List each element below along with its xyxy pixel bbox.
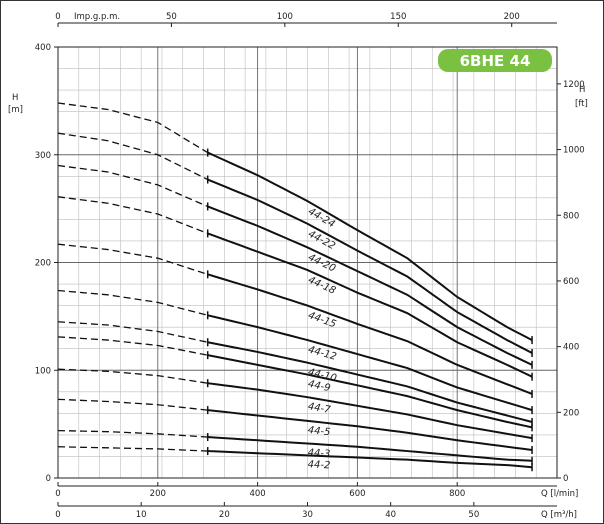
series-line-solid [207, 273, 533, 395]
series-line-dashed [57, 243, 208, 275]
series-label: 44-9 [307, 379, 332, 395]
right-axis-tick-label: 600 [563, 277, 579, 287]
top-axis-tick-label: 50 [166, 12, 177, 22]
left-axis-unit: [m] [8, 105, 23, 115]
series-label: 44-3 [307, 448, 330, 460]
series-line-solid [207, 341, 533, 423]
series-line-solid [207, 450, 533, 469]
bottom-axis-1-tick-label: 200 [150, 489, 166, 499]
series-line-dashed [57, 164, 208, 208]
series-line-solid [207, 151, 533, 341]
series-line-solid [207, 409, 533, 451]
top-axis-tick-label: 0 [55, 12, 60, 22]
right-axis-tick-label: 400 [563, 343, 579, 353]
series-line-dashed [57, 429, 208, 438]
series-line-dashed [57, 446, 208, 452]
series-label: 44-7 [307, 401, 332, 416]
right-axis-tick-label: 0 [563, 474, 568, 484]
badge-background [438, 49, 552, 72]
series-line-solid [207, 436, 533, 462]
bottom-axis-2-tick-label: 0 [55, 510, 60, 520]
left-axis-tick-label: 400 [35, 43, 51, 53]
series-line-dashed [57, 132, 208, 181]
series-line-dashed [57, 398, 208, 411]
series-label: 44-5 [307, 425, 331, 438]
series-label: 44-2 [307, 459, 330, 471]
series-line-solid [207, 232, 533, 378]
top-axis-tick-label: 200 [504, 12, 520, 22]
left-axis-title: H [12, 93, 18, 103]
bottom-axis-1-tick-label: 800 [449, 489, 465, 499]
bottom-axis-1-tick-label: 600 [349, 489, 365, 499]
series-line-dashed [57, 368, 208, 384]
right-axis-tick-label: 800 [563, 211, 579, 221]
left-axis-tick-label: 100 [35, 366, 51, 376]
series-line-solid [207, 354, 533, 429]
top-axis-tick-label: 150 [390, 12, 406, 22]
series-line-dashed [57, 321, 208, 343]
bottom-axis-2-tick-label: 50 [468, 510, 479, 520]
badge: 6BHE 44 [438, 49, 552, 72]
series-line-dashed [57, 289, 208, 316]
axes-layer: 0100200300400H[m]020040060080010001200H[… [8, 12, 588, 520]
series-line-solid [207, 205, 533, 366]
right-axis-tick-label: 1000 [563, 146, 585, 156]
left-axis-tick-label: 0 [46, 474, 51, 484]
bottom-axis-2-tick-label: 20 [219, 510, 230, 520]
right-axis-tick-label: 1200 [563, 80, 585, 90]
bottom-axis-2-tick-label: 10 [136, 510, 147, 520]
right-axis-tick-label: 200 [563, 408, 579, 418]
left-axis-tick-label: 200 [35, 259, 51, 269]
bottom-axis-1-tick-label: 400 [249, 489, 265, 499]
bottom-axis-2-title: Q [m³/h] [541, 510, 577, 520]
bottom-axis-1-title: Q [l/min] [541, 489, 578, 499]
right-axis-title: H [579, 85, 585, 95]
series-line-solid [207, 178, 533, 354]
series-line-solid [207, 382, 533, 440]
series-line-dashed [57, 196, 208, 235]
series-line-dashed [57, 336, 208, 356]
left-axis-tick-label: 300 [35, 151, 51, 161]
badge-text: 6BHE 44 [460, 52, 531, 70]
series-line-solid [207, 314, 533, 412]
series-line-dashed [57, 102, 209, 154]
right-axis-unit: [ft] [575, 99, 588, 109]
bottom-axis-2-tick-label: 40 [385, 510, 396, 520]
bottom-axis-1-tick-label: 0 [55, 489, 60, 499]
top-axis-tick-label: 100 [277, 12, 293, 22]
top-axis-title: Imp.g.p.m. [74, 12, 120, 22]
bottom-axis-2-tick-label: 30 [302, 510, 313, 520]
